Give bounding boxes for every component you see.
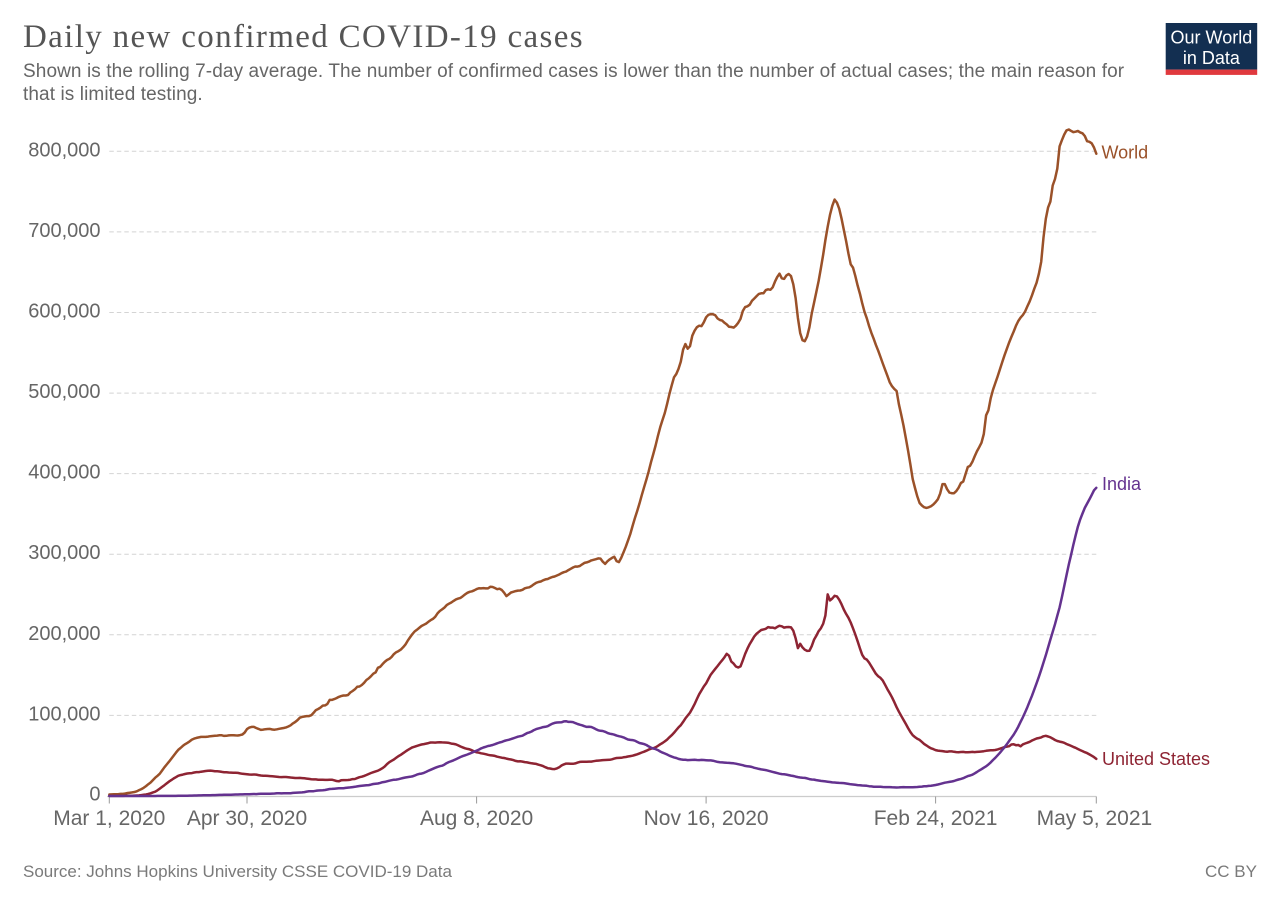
svg-text:700,000: 700,000 [28, 220, 100, 242]
svg-text:300,000: 300,000 [28, 542, 100, 564]
svg-text:in Data: in Data [1183, 48, 1241, 68]
svg-text:May 5, 2021: May 5, 2021 [1037, 807, 1153, 830]
svg-text:Nov 16, 2020: Nov 16, 2020 [644, 807, 769, 830]
svg-text:Feb 24, 2021: Feb 24, 2021 [874, 807, 998, 830]
svg-text:Source: Johns Hopkins Universi: Source: Johns Hopkins University CSSE CO… [23, 862, 452, 881]
svg-text:100,000: 100,000 [28, 703, 100, 725]
svg-text:Our World: Our World [1171, 27, 1253, 47]
svg-text:0: 0 [89, 784, 100, 806]
svg-text:400,000: 400,000 [28, 462, 100, 484]
svg-text:600,000: 600,000 [28, 301, 100, 323]
svg-text:that is limited testing.: that is limited testing. [23, 84, 203, 105]
svg-text:Mar 1, 2020: Mar 1, 2020 [53, 807, 165, 830]
svg-text:Aug 8, 2020: Aug 8, 2020 [420, 807, 533, 830]
svg-text:United States: United States [1102, 749, 1210, 769]
svg-text:India: India [1102, 474, 1142, 494]
svg-text:Shown is the rolling 7-day ave: Shown is the rolling 7-day average. The … [23, 61, 1125, 82]
svg-text:500,000: 500,000 [28, 381, 100, 403]
svg-text:200,000: 200,000 [28, 623, 100, 645]
svg-text:Daily new confirmed COVID-19 c: Daily new confirmed COVID-19 cases [23, 19, 584, 55]
svg-text:CC BY: CC BY [1205, 862, 1257, 881]
svg-text:World: World [1102, 143, 1149, 163]
svg-text:800,000: 800,000 [28, 139, 100, 161]
svg-text:Apr 30, 2020: Apr 30, 2020 [187, 807, 307, 830]
